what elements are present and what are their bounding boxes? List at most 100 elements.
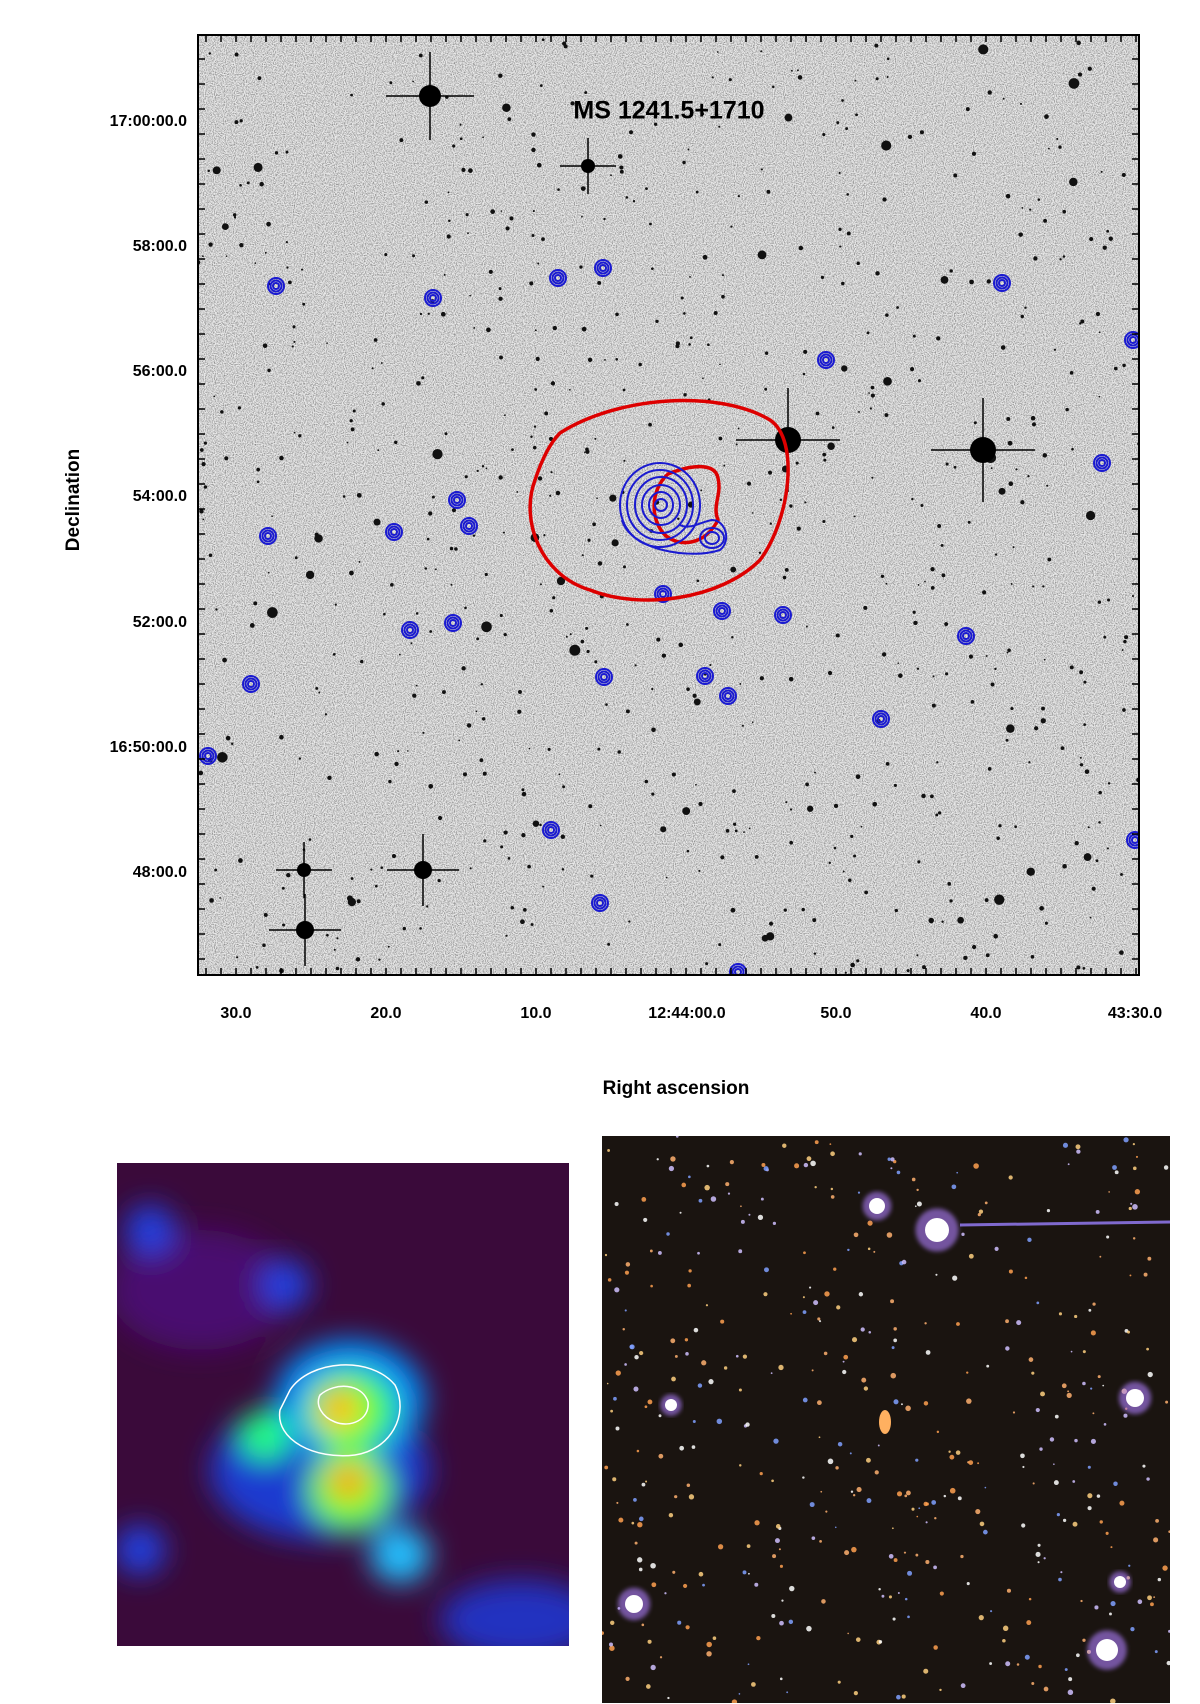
color-source xyxy=(697,1383,703,1388)
color-source xyxy=(977,1212,981,1217)
color-source xyxy=(1103,1423,1107,1426)
source xyxy=(718,943,722,947)
source xyxy=(718,125,721,128)
color-source xyxy=(710,1196,717,1202)
color-source xyxy=(851,1337,858,1343)
color-source xyxy=(1135,1155,1139,1158)
source xyxy=(917,860,921,864)
source xyxy=(897,662,900,664)
color-source xyxy=(1016,1320,1022,1326)
source xyxy=(827,670,833,676)
tick-labels: 17:00:00.0 58:00.0 56:00.0 54:00.0 52:00.0 16… xyxy=(110,113,1163,1022)
source xyxy=(527,864,531,869)
color-source xyxy=(666,1232,670,1236)
source xyxy=(274,151,279,155)
source xyxy=(415,612,419,615)
source xyxy=(700,112,705,116)
source xyxy=(535,356,540,362)
source xyxy=(500,845,504,849)
source xyxy=(789,840,793,845)
source xyxy=(846,231,851,236)
color-source xyxy=(779,1564,783,1568)
source xyxy=(209,898,214,903)
title: MS 1241.5+1710 xyxy=(573,97,764,125)
color-source xyxy=(1087,1465,1091,1469)
color-source xyxy=(843,1354,849,1360)
blue-contour xyxy=(426,291,440,305)
source xyxy=(557,188,560,191)
source xyxy=(424,567,428,570)
color-source xyxy=(746,1544,751,1549)
color-source xyxy=(986,1364,990,1368)
blue-contour xyxy=(721,689,735,703)
source xyxy=(440,311,446,317)
source xyxy=(230,742,234,746)
color-source xyxy=(1038,1664,1042,1669)
color-source xyxy=(1146,1347,1149,1351)
source xyxy=(651,687,654,691)
y-tick-label: 56:00.0 xyxy=(133,363,187,380)
color-source xyxy=(1074,1314,1078,1319)
blue-contour xyxy=(424,289,442,307)
color-source xyxy=(1075,1144,1081,1150)
source xyxy=(686,849,690,853)
source xyxy=(671,772,676,777)
source xyxy=(928,917,934,924)
source xyxy=(532,445,537,450)
source xyxy=(700,489,703,492)
source xyxy=(760,50,763,53)
source xyxy=(838,171,841,174)
color-source xyxy=(933,1645,938,1650)
source xyxy=(957,916,964,924)
color-source xyxy=(916,1201,922,1207)
color-source xyxy=(1005,1346,1010,1351)
source xyxy=(530,435,533,438)
source xyxy=(1010,706,1014,711)
color-source xyxy=(911,1177,916,1182)
blue-contour xyxy=(715,604,729,618)
color-source xyxy=(1123,1413,1128,1418)
source xyxy=(856,959,860,963)
source xyxy=(233,216,237,219)
x-tick-label: 40.0 xyxy=(970,1005,1001,1022)
color-source xyxy=(1127,1330,1130,1334)
color-source xyxy=(1043,1557,1046,1560)
color-source xyxy=(670,1338,676,1344)
tick-marks xyxy=(198,35,1139,975)
x-tick-label: 43:30.0 xyxy=(1108,1005,1162,1022)
blue-contour xyxy=(872,710,890,728)
source xyxy=(822,452,827,457)
color-source xyxy=(677,1620,682,1625)
source xyxy=(225,255,228,257)
source xyxy=(447,191,450,194)
source xyxy=(739,682,742,685)
source xyxy=(503,633,507,637)
source xyxy=(239,119,243,123)
color-source xyxy=(878,1587,881,1591)
color-source xyxy=(923,1668,929,1674)
source xyxy=(619,169,624,174)
color-source xyxy=(844,1550,850,1556)
source xyxy=(234,52,239,57)
source xyxy=(418,53,423,58)
source xyxy=(1059,258,1062,261)
color-source xyxy=(994,1246,999,1251)
source xyxy=(412,693,417,698)
source xyxy=(653,122,658,126)
source xyxy=(893,783,897,787)
source xyxy=(1131,594,1135,598)
color-source xyxy=(820,1490,823,1493)
source xyxy=(454,547,458,551)
color-source xyxy=(886,1232,893,1238)
color-source xyxy=(1080,1599,1083,1603)
source xyxy=(465,213,469,217)
color-source xyxy=(1147,1371,1153,1378)
color-source xyxy=(1142,1464,1146,1468)
color-source xyxy=(1129,1274,1132,1277)
color-source xyxy=(764,1267,769,1273)
source xyxy=(1020,314,1025,319)
blue-contour xyxy=(1126,831,1139,849)
source xyxy=(719,363,721,366)
source xyxy=(380,866,384,869)
blue-contour xyxy=(1093,454,1111,472)
